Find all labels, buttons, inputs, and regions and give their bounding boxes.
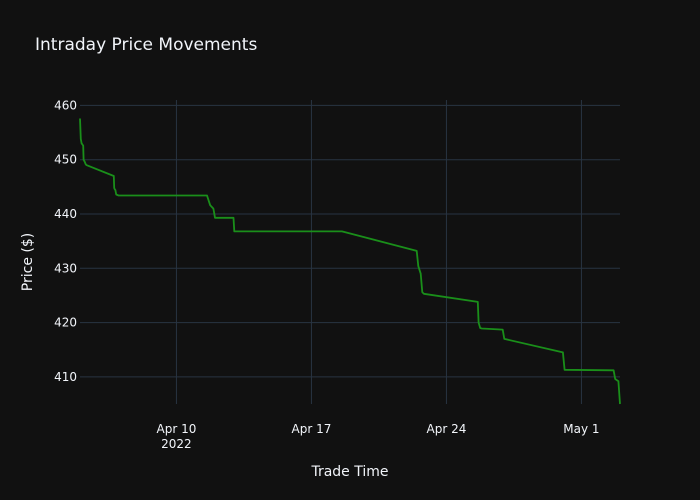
y-axis-ticks: 410 420 430 440 450 460: [54, 98, 77, 383]
series-layer: [79, 118, 621, 405]
x-tick-label: Apr 10: [157, 422, 197, 436]
x-tick-label: Apr 24: [427, 422, 467, 436]
y-axis-title: Price ($): [20, 233, 36, 291]
y-tick-label: 440: [54, 207, 77, 221]
grid-lines: [80, 100, 620, 404]
y-tick-label: 420: [54, 316, 77, 330]
y-tick-label: 450: [54, 153, 77, 167]
y-tick-label: 430: [54, 261, 77, 275]
x-tick-label: Apr 17: [292, 422, 332, 436]
x-axis-title: Trade Time: [310, 464, 388, 480]
x-tick-label: May 1: [563, 422, 599, 436]
x-tick-sublabel: 2022: [161, 437, 192, 451]
y-tick-label: 410: [54, 370, 77, 384]
chart-title: Intraday Price Movements: [35, 35, 257, 55]
price-series-line: [79, 118, 621, 405]
y-tick-label: 460: [54, 98, 77, 112]
